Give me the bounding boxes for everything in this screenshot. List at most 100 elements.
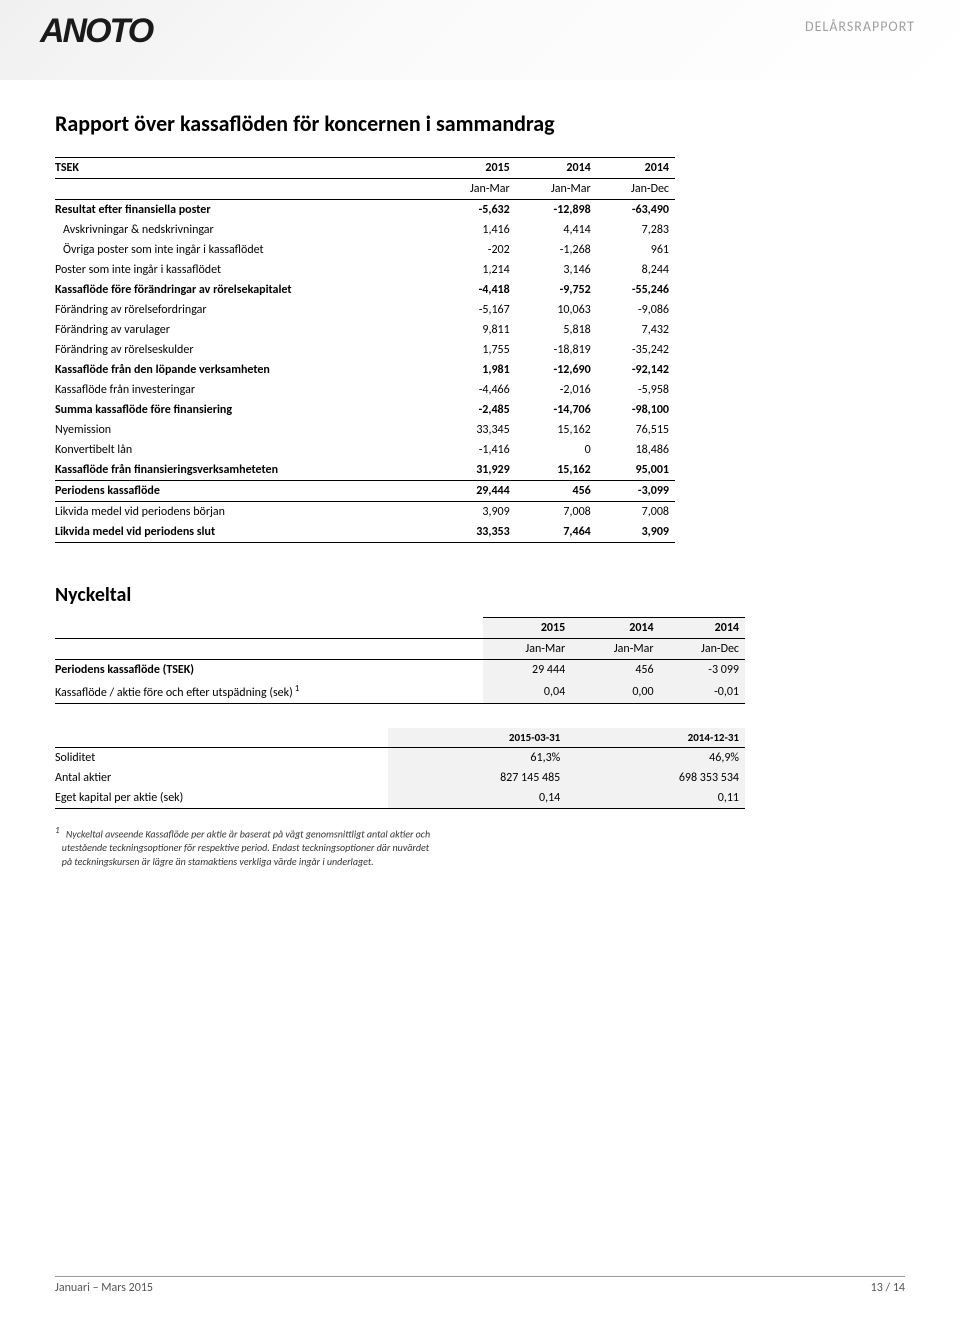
cell-value: -9,086	[597, 300, 675, 320]
cell-value: 29,444	[435, 481, 516, 502]
row-label: Periodens kassaflöde (TSEK)	[55, 660, 483, 681]
key1-period-0: Jan-Mar	[483, 639, 571, 660]
table-row: Likvida medel vid periodens början3,9097…	[55, 502, 675, 523]
table-row: Antal aktier827 145 485698 353 534	[55, 768, 745, 788]
page-content: Rapport över kassaflöden för koncernen i…	[0, 80, 960, 869]
cell-value: -92,142	[597, 360, 675, 380]
key-figures-table-2: 2015-03-31 2014-12-31 Soliditet61,3%46,9…	[55, 728, 745, 809]
col-year-0: 2015	[435, 158, 516, 179]
cell-value: 3,909	[597, 522, 675, 543]
cell-value: 15,162	[516, 420, 597, 440]
cell-value: -202	[435, 240, 516, 260]
cell-value: 456	[571, 660, 659, 681]
cell-value: 76,515	[597, 420, 675, 440]
cell-value: -0,01	[660, 680, 745, 704]
cell-value: 15,162	[516, 460, 597, 481]
col-year-1: 2014	[516, 158, 597, 179]
table-row: Kassaflöde före förändringar av rörelsek…	[55, 280, 675, 300]
row-label: Resultat efter finansiella poster	[55, 200, 435, 221]
key1-period-spacer	[55, 639, 483, 660]
table-row: Nyemission33,34515,16276,515	[55, 420, 675, 440]
cell-value: 18,486	[597, 440, 675, 460]
table-row: Kassaflöde / aktie före och efter utspäd…	[55, 680, 745, 704]
table-row: Kassaflöde från finansieringsverksamhete…	[55, 460, 675, 481]
row-label: Poster som inte ingår i kassaflödet	[55, 260, 435, 280]
table-row: Konvertibelt lån-1,416018,486	[55, 440, 675, 460]
row-label: Förändring av rörelseskulder	[55, 340, 435, 360]
cell-value: 4,414	[516, 220, 597, 240]
footnote: 1 Nyckeltal avseende Kassaflöde per akti…	[55, 825, 675, 869]
cell-value: 1,214	[435, 260, 516, 280]
row-label: Soliditet	[55, 748, 388, 769]
table-row: Periodens kassaflöde (TSEK)29 444456-3 0…	[55, 660, 745, 681]
cell-value: -4,418	[435, 280, 516, 300]
row-label: Periodens kassaflöde	[55, 481, 435, 502]
footnote-l1: Nyckeltal avseende Kassaflöde per aktie …	[66, 827, 430, 840]
cell-value: 1,755	[435, 340, 516, 360]
table-row: Övriga poster som inte ingår i kassaflöd…	[55, 240, 675, 260]
cell-value: -2,485	[435, 400, 516, 420]
footnote-l2: utestående teckningsoptioner för respekt…	[62, 841, 429, 854]
cell-value: -63,490	[597, 200, 675, 221]
cell-value: -1,416	[435, 440, 516, 460]
logo: ANOTO	[40, 12, 920, 51]
cell-value: 46,9%	[566, 748, 745, 769]
col-period-2: Jan-Dec	[597, 179, 675, 200]
table-row: Förändring av rörelsefordringar-5,16710,…	[55, 300, 675, 320]
row-label: Likvida medel vid periodens slut	[55, 522, 435, 543]
row-label: Förändring av rörelsefordringar	[55, 300, 435, 320]
key1-period-1: Jan-Mar	[571, 639, 659, 660]
cell-value: -3 099	[660, 660, 745, 681]
cell-value: 698 353 534	[566, 768, 745, 788]
cell-value: -55,246	[597, 280, 675, 300]
row-label: Summa kassaflöde före finansiering	[55, 400, 435, 420]
cell-value: 1,416	[435, 220, 516, 240]
table-row: Soliditet61,3%46,9%	[55, 748, 745, 769]
table-row: Kassaflöde från investeringar-4,466-2,01…	[55, 380, 675, 400]
cell-value: 29 444	[483, 660, 571, 681]
cell-value: 5,818	[516, 320, 597, 340]
table-row: Likvida medel vid periodens slut33,3537,…	[55, 522, 675, 543]
key2-date-1: 2014-12-31	[566, 728, 745, 748]
key1-year-2: 2014	[660, 618, 745, 639]
document-type-label: DELÅRSRAPPORT	[805, 18, 915, 35]
row-label: Kassaflöde före förändringar av rörelsek…	[55, 280, 435, 300]
row-label: Avskrivningar & nedskrivningar	[55, 220, 435, 240]
cell-value: -5,958	[597, 380, 675, 400]
table-row: Kassaflöde från den löpande verksamheten…	[55, 360, 675, 380]
table-row: Förändring av varulager9,8115,8187,432	[55, 320, 675, 340]
section2-title: Nyckeltal	[55, 583, 905, 607]
cell-value: 0	[516, 440, 597, 460]
row-label: Eget kapital per aktie (sek)	[55, 788, 388, 809]
cashflow-table: TSEK 2015 2014 2014 Jan-Mar Jan-Mar Jan-…	[55, 157, 675, 543]
page-header: ANOTO DELÅRSRAPPORT	[0, 0, 960, 80]
cell-value: 7,008	[516, 502, 597, 523]
footer-left: Januari – Mars 2015	[55, 1281, 153, 1295]
key1-year-0: 2015	[483, 618, 571, 639]
cell-value: 456	[516, 481, 597, 502]
cell-value: 9,811	[435, 320, 516, 340]
row-label: Förändring av varulager	[55, 320, 435, 340]
cell-value: -14,706	[516, 400, 597, 420]
cell-value: -12,898	[516, 200, 597, 221]
cell-value: 0,11	[566, 788, 745, 809]
table-row: Periodens kassaflöde29,444456-3,099	[55, 481, 675, 502]
key1-period-2: Jan-Dec	[660, 639, 745, 660]
table-row: Eget kapital per aktie (sek)0,140,11	[55, 788, 745, 809]
cell-value: 31,929	[435, 460, 516, 481]
col-period-1: Jan-Mar	[516, 179, 597, 200]
cell-value: 7,008	[597, 502, 675, 523]
row-label: Övriga poster som inte ingår i kassaflöd…	[55, 240, 435, 260]
cell-value: 8,244	[597, 260, 675, 280]
row-label: Likvida medel vid periodens början	[55, 502, 435, 523]
cell-value: 7,464	[516, 522, 597, 543]
section1-title: Rapport över kassaflöden för koncernen i…	[55, 110, 905, 137]
footnote-l3: på teckningskursen är lägre än stamaktie…	[62, 855, 374, 868]
cell-value: 95,001	[597, 460, 675, 481]
key-figures-table-1: 2015 2014 2014 Jan-Mar Jan-Mar Jan-Dec P…	[55, 617, 745, 704]
col-year-2: 2014	[597, 158, 675, 179]
row-label: Kassaflöde från finansieringsverksamhete…	[55, 460, 435, 481]
col-period-spacer	[55, 179, 435, 200]
cell-value: 1,981	[435, 360, 516, 380]
cell-value: -12,690	[516, 360, 597, 380]
